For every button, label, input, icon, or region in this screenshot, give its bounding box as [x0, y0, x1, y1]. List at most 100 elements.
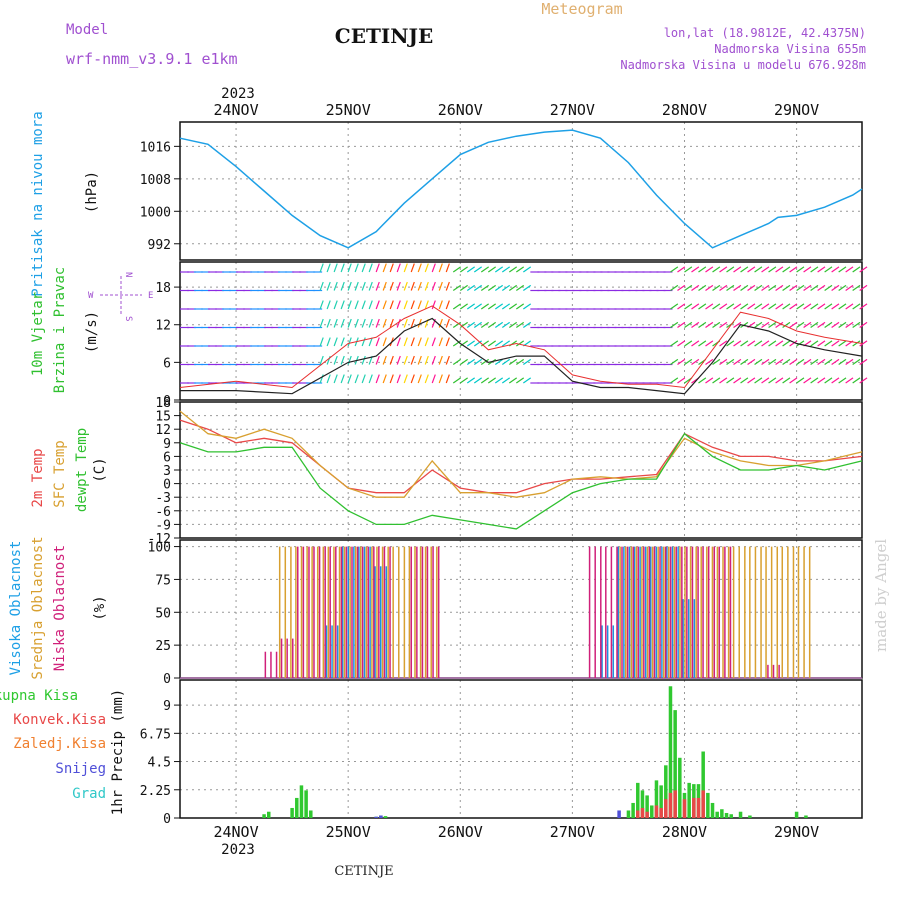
cloud-label-1: Visoka Oblacnost — [8, 541, 24, 676]
wind-arrow — [831, 377, 840, 384]
wind-arrow — [361, 355, 366, 365]
compass-icon: W E N S — [88, 272, 153, 321]
wind-arrow — [361, 374, 366, 384]
wind-arrow — [340, 300, 345, 310]
wind-arrow — [677, 303, 686, 310]
wind-arrow — [347, 263, 352, 273]
wind-arrow — [754, 303, 763, 310]
wind-arrow — [515, 321, 525, 328]
y-tick-label: 75 — [155, 573, 171, 588]
y-tick-label: 0 — [163, 672, 171, 687]
wind-arrow — [480, 340, 490, 347]
wind-arrow — [691, 266, 700, 273]
wind-arrow — [810, 321, 819, 328]
precip-total-bar — [710, 802, 715, 818]
wind-arrow — [473, 266, 483, 273]
wind-arrow — [859, 340, 868, 347]
wind-arrow — [698, 284, 707, 291]
day-label-bottom: 27NOV — [550, 823, 595, 841]
y-tick-label: 1008 — [140, 173, 171, 188]
wind-arrow — [494, 303, 504, 310]
wind-arrow — [677, 321, 686, 328]
wind-arrow — [459, 340, 468, 347]
y-tick-label: 1016 — [140, 140, 171, 155]
wind-arrow — [326, 374, 331, 384]
y-tick-label: 6.75 — [140, 727, 171, 742]
wind-arrow — [396, 337, 401, 347]
y-tick-label: 0 — [163, 812, 171, 827]
wind-arrow — [768, 284, 777, 291]
wind-arrow — [775, 340, 784, 347]
wind-arrow — [705, 358, 714, 365]
wind-arrow — [705, 340, 714, 347]
wind-arrow — [403, 281, 408, 291]
y-tick-label: 9 — [163, 437, 171, 452]
product-title: Meteogram — [541, 0, 622, 18]
wind-arrow — [747, 284, 756, 291]
wind-arrow — [480, 266, 490, 273]
wind-arrow — [831, 303, 840, 310]
wind-arrow — [754, 266, 763, 273]
snow-bar — [374, 816, 378, 818]
wind-arrow — [831, 340, 840, 347]
wind-arrow — [761, 284, 770, 291]
wind-arrow — [859, 284, 868, 291]
wind-arrow — [431, 300, 436, 310]
day-label-top: 26NOV — [438, 101, 483, 119]
wind-arrow — [368, 300, 373, 310]
compass-n: N — [123, 272, 133, 277]
wind-arrow — [838, 321, 847, 328]
day-label-top: 25NOV — [326, 101, 371, 119]
wind-arrow — [810, 340, 819, 347]
wind-arrow — [473, 303, 483, 310]
cloud-label-2: Srednja Oblacnost — [30, 536, 46, 679]
day-label-top: 24NOV — [213, 101, 258, 119]
panel-frame — [179, 261, 863, 401]
wind-arrow — [845, 358, 854, 365]
wind-arrow — [333, 300, 338, 310]
wind-arrow — [691, 284, 700, 291]
precip-total-bar — [668, 686, 673, 818]
y-tick-label: -12 — [148, 532, 171, 547]
y-tick-label: 9 — [163, 699, 171, 714]
wind-arrow — [747, 358, 756, 365]
wind-arrow — [712, 284, 721, 291]
wind-arrow — [382, 374, 387, 384]
wind-arrow — [768, 377, 777, 384]
precip-total-bar — [304, 790, 308, 818]
wind-arrow — [817, 284, 826, 291]
wind-arrow — [326, 337, 331, 347]
wind-arrow — [396, 300, 401, 310]
y-tick-label: 0 — [163, 394, 171, 409]
wind-arrow — [831, 358, 840, 365]
wind-arrow — [838, 377, 847, 384]
wind-label-2: Brzina i Pravac — [52, 267, 68, 393]
wind-arrow — [508, 284, 518, 291]
wind-arrow — [319, 355, 324, 365]
wind-arrow — [803, 321, 812, 328]
wind-arrow — [782, 303, 791, 310]
wind-arrow — [719, 303, 728, 310]
wind-gust-line — [179, 305, 863, 389]
precip-conv-bar — [701, 790, 705, 818]
wind-arrow — [754, 340, 763, 347]
wind-arrow — [326, 300, 331, 310]
wind-arrow — [347, 337, 352, 347]
wind-arrow — [852, 284, 861, 291]
wind-arrow — [789, 321, 798, 328]
wind-arrow — [410, 281, 415, 291]
wind-arrow — [431, 281, 436, 291]
wind-arrow — [410, 374, 415, 384]
wind-arrow — [782, 266, 791, 273]
wind-arrow — [852, 358, 861, 365]
wind-arrow — [747, 303, 756, 310]
wind-arrow — [796, 266, 805, 273]
wind-arrow — [670, 303, 679, 310]
wind-arrow — [382, 355, 387, 365]
wind-arrow — [445, 337, 450, 347]
wind-arrow — [803, 266, 812, 273]
wind-arrow — [389, 355, 394, 365]
precip-total-bar — [715, 811, 719, 818]
